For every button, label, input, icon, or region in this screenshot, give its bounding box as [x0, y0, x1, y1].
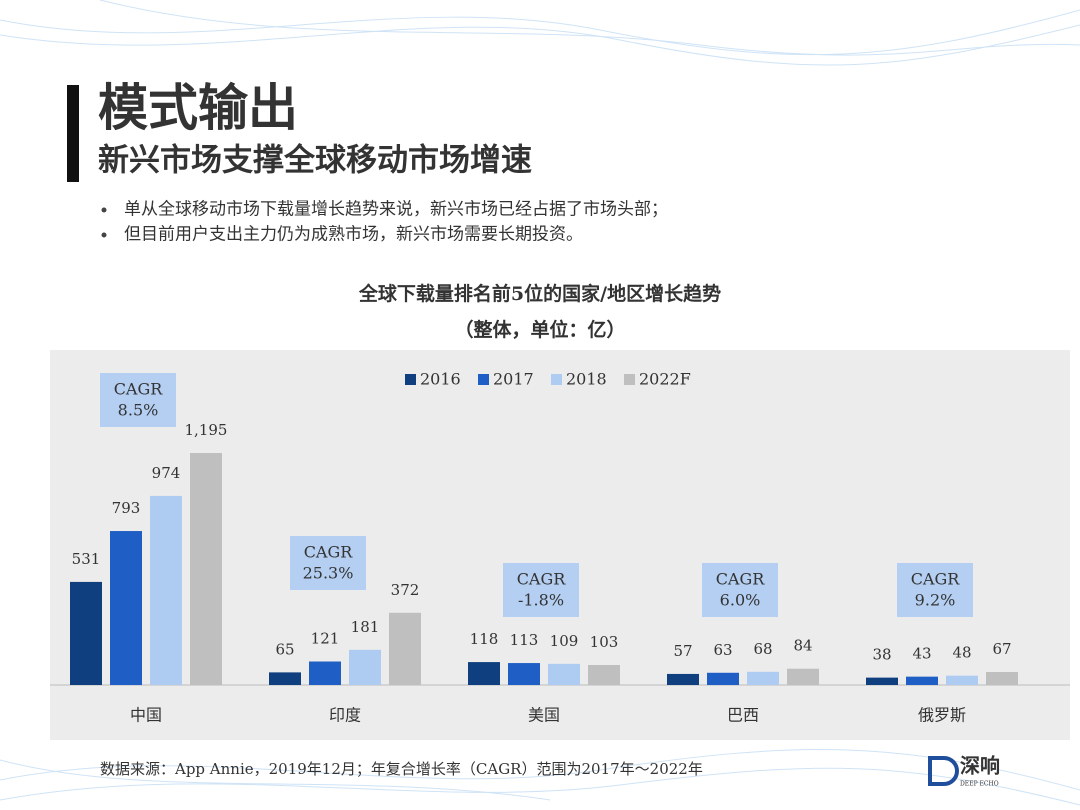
value-label: 63	[713, 641, 732, 659]
bullet-dot	[101, 207, 107, 213]
wave	[0, 749, 1080, 791]
value-label: 84	[793, 637, 812, 655]
bar	[389, 612, 421, 685]
annotation-label: -1.8%	[518, 591, 564, 610]
bar	[906, 676, 938, 685]
bar	[309, 661, 341, 685]
bar	[70, 581, 102, 685]
bullet: 但目前用户支出主力仍为成熟市场，新兴市场需要长期投资。	[124, 224, 583, 245]
bar	[707, 672, 739, 685]
value-label: 121	[311, 630, 340, 648]
legend-swatch	[551, 374, 562, 385]
annotation-box	[290, 536, 366, 590]
annotation-box	[702, 563, 778, 617]
annotation-box	[503, 563, 579, 617]
value-label: 103	[590, 633, 619, 651]
value-label: 43	[912, 645, 931, 663]
legend-swatch	[478, 374, 489, 385]
bar	[946, 675, 978, 685]
bar	[667, 673, 699, 685]
annotation-title: CAGR	[114, 380, 164, 399]
annotation-box	[100, 373, 176, 427]
legend-label: 2018	[566, 370, 607, 389]
x-tick-label: 俄罗斯	[918, 706, 966, 725]
annotation-label: 25.3%	[303, 564, 354, 583]
value-label: 57	[673, 642, 692, 660]
value-label: 38	[872, 646, 891, 664]
wave	[0, 759, 551, 801]
value-label: 67	[992, 640, 1011, 658]
bar	[190, 453, 222, 685]
value-label: 48	[952, 644, 971, 662]
bar	[150, 495, 182, 685]
annotation-label: 8.5%	[118, 401, 159, 420]
plot: 中国 531 793 974 1,195 印度 65 121 181 372 美国 118 113 109…	[70, 370, 1018, 725]
x-tick-label: 中国	[130, 706, 162, 725]
bar	[986, 671, 1018, 685]
wave	[99, 0, 1080, 56]
bar	[548, 663, 580, 685]
value-label: 181	[351, 618, 380, 636]
bar	[110, 531, 142, 685]
annotation-title: CAGR	[517, 570, 567, 589]
bar	[747, 671, 779, 685]
wave	[0, 24, 1080, 66]
bullet: 单从全球移动市场下载量增长趋势来说，新兴市场已经占据了市场头部；	[124, 200, 668, 220]
bar	[866, 677, 898, 685]
legend-label: 2022F	[639, 370, 691, 389]
x-tick-label: 印度	[329, 706, 361, 725]
chart-title: 全球下载量排名前5位的国家/地区增长趋势	[358, 282, 721, 305]
wave	[0, 9, 1080, 56]
annotation-title: CAGR	[716, 570, 766, 589]
value-label: 372	[391, 581, 420, 599]
value-label: 109	[550, 632, 579, 650]
bullet-dot	[101, 232, 107, 238]
x-tick-label: 巴西	[727, 706, 759, 725]
logo-sub: DEEP ECHO	[960, 781, 999, 788]
bar	[468, 662, 500, 685]
value-label: 65	[275, 640, 294, 658]
annotation-title: CAGR	[911, 570, 961, 589]
bar	[349, 649, 381, 685]
legend-swatch	[624, 374, 635, 385]
logo-mark	[928, 756, 959, 786]
value-label: 113	[510, 631, 539, 649]
logo-text: 深响	[960, 754, 1000, 778]
value-label: 974	[152, 464, 181, 482]
wave	[0, 767, 1080, 806]
chart-subtitle: （整体，单位：亿）	[454, 318, 625, 341]
annotation-label: 6.0%	[720, 591, 761, 610]
legend-label: 2016	[420, 370, 461, 389]
source: 数据来源：App Annie，2019年12月；年复合增长率（CAGR）范围为2…	[100, 760, 703, 778]
bar	[269, 672, 301, 685]
annotation-label: 9.2%	[915, 591, 956, 610]
bar	[787, 668, 819, 685]
subtitle: 新兴市场支撑全球移动市场增速	[98, 143, 532, 179]
logo: 深响 DEEP ECHO	[928, 754, 1000, 788]
legend-label: 2017	[493, 370, 534, 389]
title: 模式输出	[98, 78, 298, 137]
title-bar	[67, 85, 79, 182]
annotation-title: CAGR	[304, 543, 354, 562]
bar	[588, 665, 620, 685]
x-tick-label: 美国	[528, 706, 560, 725]
value-label: 1,195	[185, 421, 228, 439]
annotation-box	[897, 563, 973, 617]
value-label: 793	[112, 499, 141, 517]
bar	[508, 663, 540, 685]
value-label: 531	[72, 550, 101, 568]
value-label: 118	[470, 630, 499, 648]
value-label: 68	[753, 640, 772, 658]
legend-swatch	[405, 374, 416, 385]
